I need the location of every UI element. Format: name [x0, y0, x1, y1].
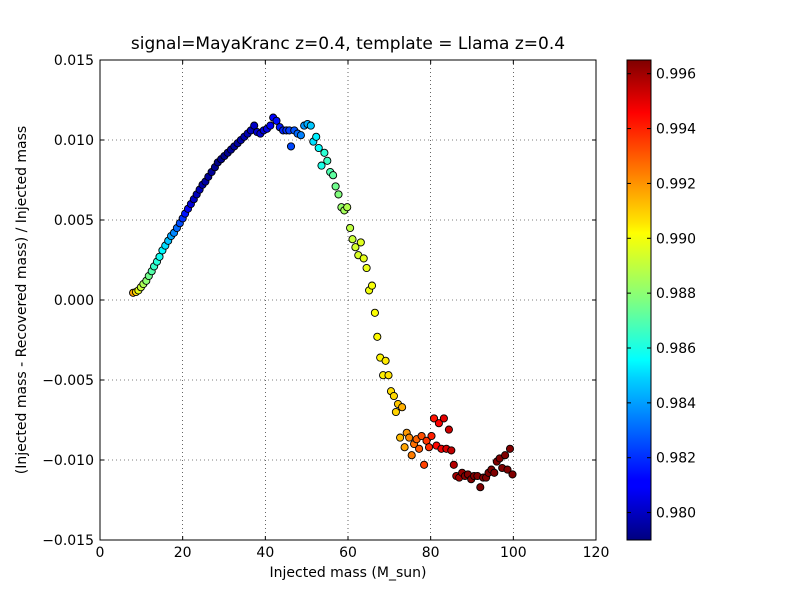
data-point [323, 156, 332, 165]
data-point [314, 143, 323, 153]
data-points [129, 113, 517, 492]
data-point [429, 414, 439, 423]
x-tick-label: 20 [174, 545, 192, 561]
data-point [367, 281, 377, 290]
y-tick-label: −0.015 [42, 533, 94, 549]
colorbar-tick-label: 0.984 [656, 396, 696, 412]
y-tick-label: 0.000 [54, 293, 94, 309]
data-point [444, 425, 453, 434]
y-tick-label: 0.005 [54, 213, 94, 229]
x-tick-label: 60 [339, 545, 357, 561]
data-point [424, 443, 434, 452]
data-point [420, 460, 429, 469]
data-point [346, 223, 355, 233]
colorbar-tick-label: 0.994 [656, 122, 696, 138]
data-point [449, 460, 458, 469]
data-point [407, 451, 416, 460]
data-point [312, 132, 321, 141]
data-point [417, 431, 426, 441]
data-point [320, 148, 329, 157]
data-point [439, 414, 448, 423]
colorbar-tick-label: 0.988 [656, 286, 696, 302]
data-point [370, 308, 379, 317]
data-point [286, 142, 296, 151]
data-point [359, 254, 368, 263]
data-point [476, 483, 485, 492]
data-point [490, 468, 499, 477]
grid-lines [100, 60, 596, 540]
data-point [389, 391, 398, 401]
data-point [317, 161, 326, 170]
data-point [415, 444, 424, 453]
data-point [384, 371, 393, 380]
colorbar-tick-label: 0.980 [656, 506, 696, 522]
data-point [405, 433, 414, 442]
y-tick-label: −0.010 [42, 453, 94, 469]
x-tick-label: 0 [96, 545, 105, 561]
data-point [329, 171, 338, 180]
data-point [266, 121, 275, 130]
colorbar [626, 59, 652, 541]
colorbar-tick-label: 0.982 [656, 451, 696, 467]
data-point [348, 235, 357, 244]
y-axis-ticks: −0.015 −0.010 −0.005 0.000 0.005 0.010 0.015 [42, 53, 596, 549]
data-point [400, 443, 409, 452]
y-axis-label: (Injected mass - Recovered mass) / Injec… [14, 126, 30, 474]
colorbar-tick-label: 0.986 [656, 341, 696, 357]
x-axis-ticks: 0 20 40 60 80 100 120 [96, 60, 610, 561]
data-point [343, 203, 352, 212]
data-point [427, 431, 436, 441]
data-point [334, 190, 343, 199]
data-point [356, 238, 365, 247]
colorbar-ticks: 0.980 0.982 0.984 0.986 0.988 0.990 0.992 0.994… [627, 67, 696, 522]
colorbar-tick-label: 0.990 [656, 231, 696, 247]
data-point [272, 116, 281, 125]
x-tick-label: 120 [583, 545, 610, 561]
data-point [503, 465, 512, 474]
data-point [447, 446, 456, 455]
y-tick-label: −0.005 [42, 373, 94, 389]
data-point [505, 444, 515, 453]
chart-title: signal=MayaKranc z=0.4, template = Llama… [131, 34, 565, 54]
data-point [306, 121, 315, 130]
data-point [391, 407, 400, 417]
data-point [398, 403, 407, 412]
data-point [396, 433, 405, 442]
data-point [351, 243, 360, 252]
x-axis-label: Injected mass (M_sun) [270, 565, 427, 581]
data-point [296, 131, 305, 140]
x-tick-label: 100 [500, 545, 527, 561]
data-point [373, 332, 382, 341]
data-point [362, 263, 371, 273]
colorbar-tick-label: 0.992 [656, 176, 696, 192]
y-tick-label: 0.010 [54, 133, 94, 149]
data-point [331, 182, 340, 191]
data-point [508, 470, 517, 479]
data-point [501, 451, 510, 460]
x-tick-label: 40 [256, 545, 274, 561]
y-tick-label: 0.015 [54, 53, 94, 69]
data-point [381, 356, 390, 365]
x-tick-label: 80 [422, 545, 440, 561]
data-point [434, 419, 443, 428]
colorbar-tick-label: 0.996 [656, 67, 696, 83]
